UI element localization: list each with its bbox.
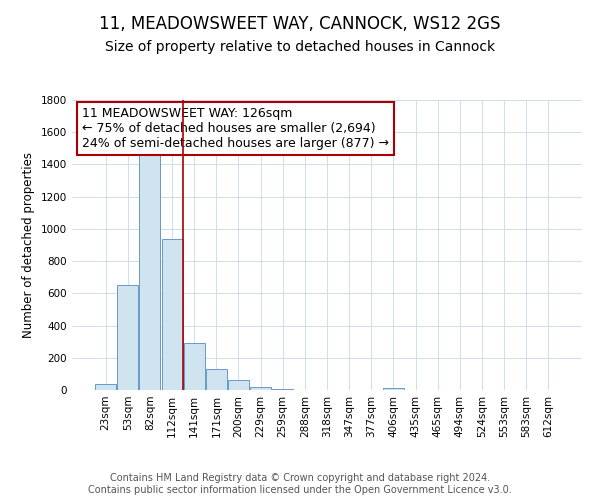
Bar — [228, 380, 249, 390]
Bar — [161, 238, 182, 390]
Bar — [95, 384, 116, 390]
Bar — [383, 388, 404, 390]
Y-axis label: Number of detached properties: Number of detached properties — [22, 152, 35, 338]
Bar — [206, 369, 227, 390]
Bar — [118, 286, 139, 390]
Text: Size of property relative to detached houses in Cannock: Size of property relative to detached ho… — [105, 40, 495, 54]
Text: 11 MEADOWSWEET WAY: 126sqm
← 75% of detached houses are smaller (2,694)
24% of s: 11 MEADOWSWEET WAY: 126sqm ← 75% of deta… — [82, 108, 389, 150]
Text: Contains HM Land Registry data © Crown copyright and database right 2024.
Contai: Contains HM Land Registry data © Crown c… — [88, 474, 512, 495]
Bar — [139, 152, 160, 390]
Text: 11, MEADOWSWEET WAY, CANNOCK, WS12 2GS: 11, MEADOWSWEET WAY, CANNOCK, WS12 2GS — [99, 15, 501, 33]
Bar — [272, 389, 293, 390]
Bar — [184, 344, 205, 390]
Bar — [250, 387, 271, 390]
